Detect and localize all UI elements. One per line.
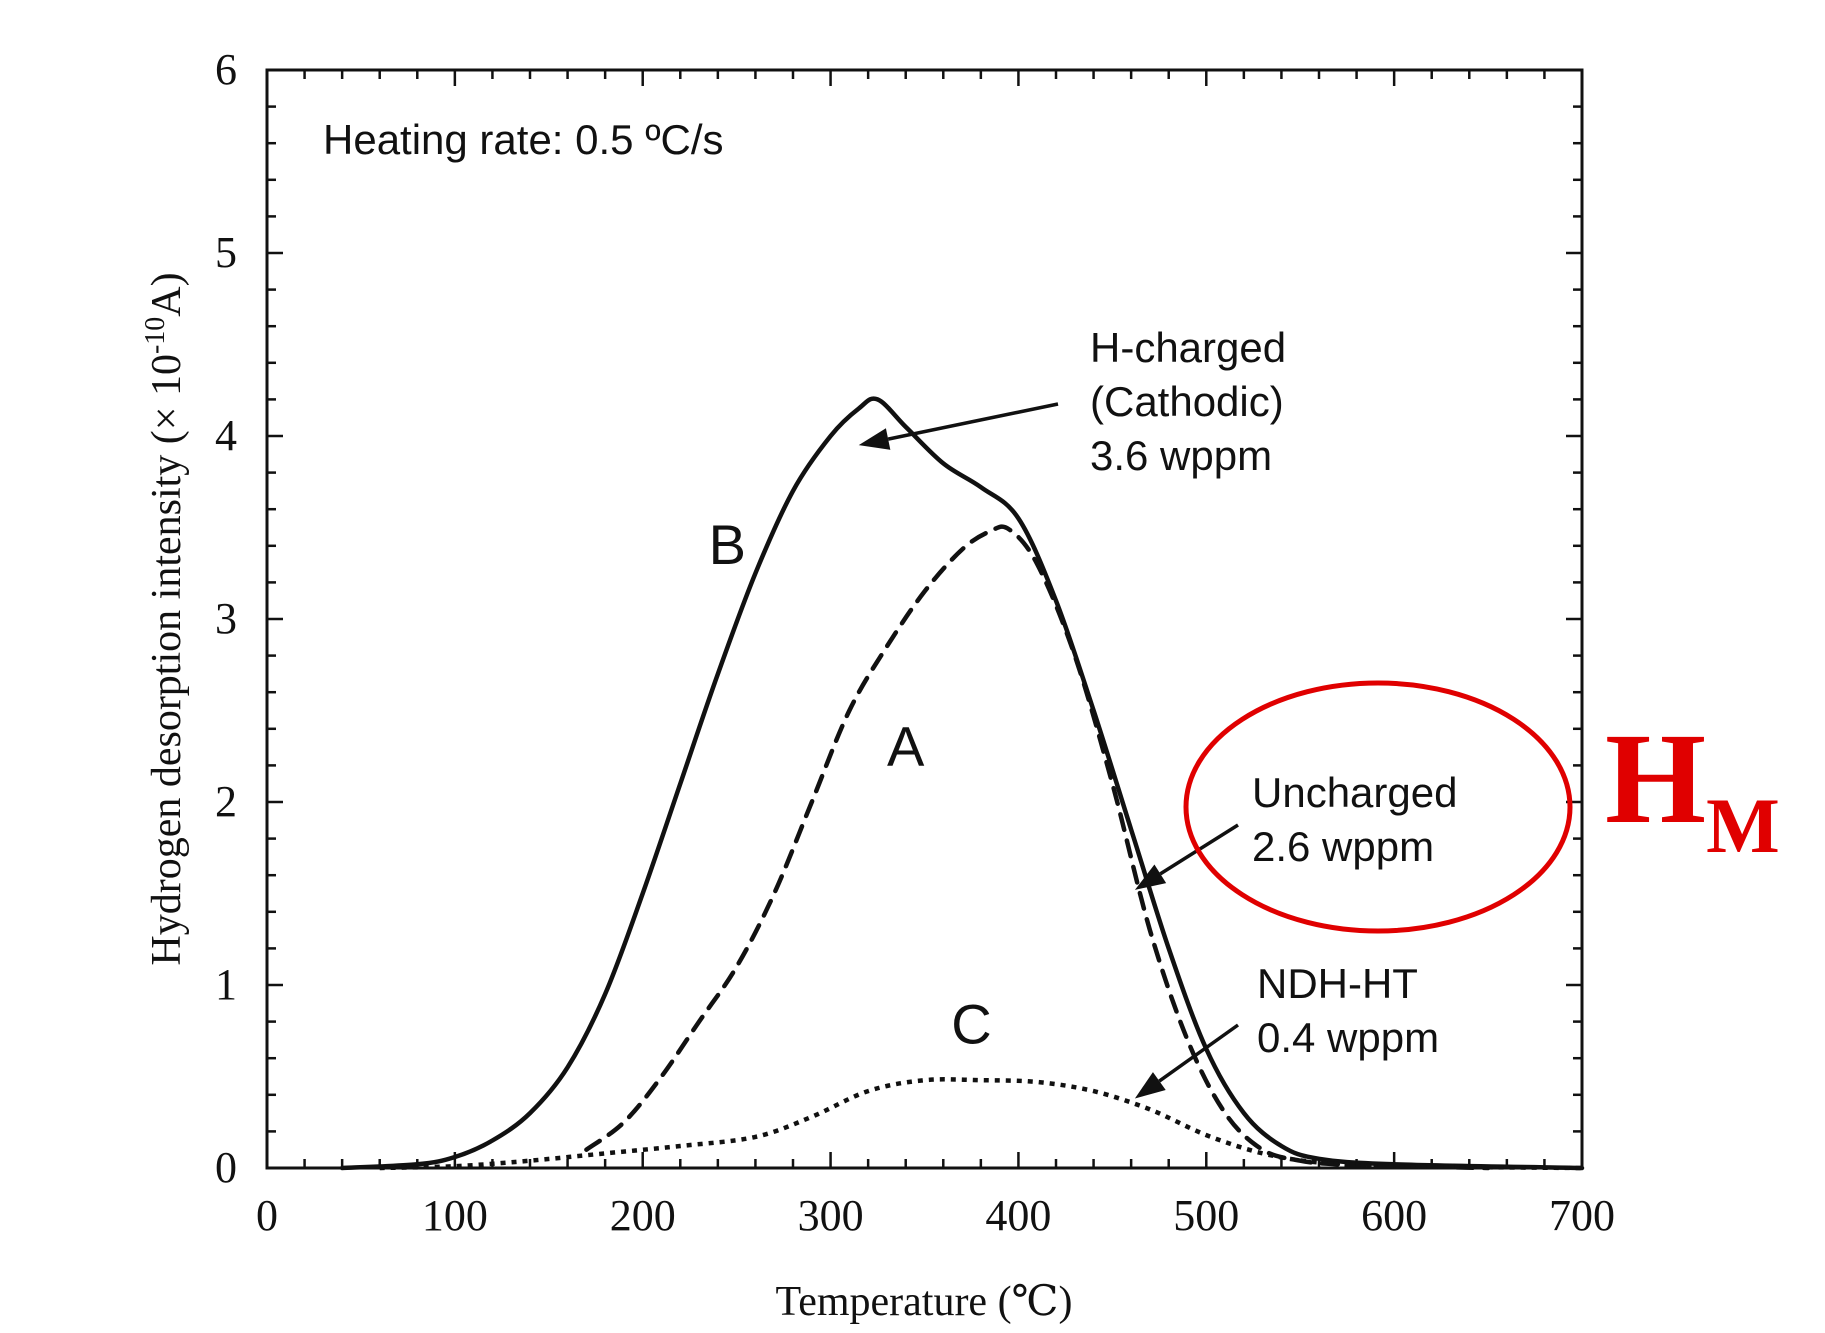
annotation-h-charged: H-charged (Cathodic) 3.6 wppm [1090,324,1286,479]
curve-a [584,524,1491,1171]
x-tick-label-300: 300 [798,1191,864,1240]
highlight-ellipse [1183,680,1573,934]
x-axis-title: Temperature (℃) [775,1279,1072,1325]
annotation-uncharged: Uncharged 2.6 wppm [1252,769,1457,870]
x-tick-label-200: 200 [610,1191,676,1240]
y-tick-label-2: 2 [215,777,237,826]
overlay-label-main: H [1605,707,1706,851]
y-tick-label-5: 5 [215,228,237,277]
y-tick-label-0: 0 [215,1143,237,1192]
x-tick-label-0: 0 [256,1191,278,1240]
curves [339,396,1585,1171]
annotation-h-charged-line-2: (Cathodic) [1090,378,1284,425]
annotation-arrows [858,402,1240,1099]
y-tick-label-3: 3 [215,594,237,643]
y-tick-label-6: 6 [215,45,237,94]
x-tick-label-400: 400 [985,1191,1051,1240]
annotation-ndh-ht: NDH-HT 0.4 wppm [1257,960,1439,1061]
overlay-label-sub: M [1706,782,1780,869]
x-tick-label-700: 700 [1549,1191,1615,1240]
curve-c [379,1077,1583,1171]
annotation-ndh-ht-line-2: 0.4 wppm [1257,1014,1439,1061]
x-tick-label-500: 500 [1173,1191,1239,1240]
x-tick-label-600: 600 [1361,1191,1427,1240]
arrow-ndh-ht [1134,1023,1240,1099]
annotation-ndh-ht-line-1: NDH-HT [1257,960,1418,1007]
annotation-h-charged-line-3: 3.6 wppm [1090,432,1272,479]
y-axis-title-unit: A) [144,272,190,316]
annotation-h-charged-line-1: H-charged [1090,324,1286,371]
overlay-label-hm: HM [1605,707,1780,869]
y-tick-labels: 0 1 2 3 4 5 6 [215,45,237,1192]
curve-label-b: B [709,513,746,576]
curve-label-c: C [951,993,991,1056]
x-tick-label-100: 100 [422,1191,488,1240]
curve-b [339,396,1585,1171]
y-axis-title-exponent: -10 [140,317,171,354]
y-axis-title: Hydrogen desorption intensity (× 10-10A) [140,272,190,965]
curve-label-a: A [887,714,925,777]
y-axis-title-main: Hydrogen desorption intensity (× 10 [144,354,190,966]
x-tick-labels: 0 100 200 300 400 500 600 700 [256,1191,1615,1240]
arrow-h-charged [858,402,1059,450]
annotation-uncharged-line-2: 2.6 wppm [1252,823,1434,870]
y-tick-label-1: 1 [215,960,237,1009]
annotation-heating-rate: Heating rate: 0.5 ºC/s [323,116,724,163]
y-tick-label-4: 4 [215,411,237,460]
annotation-uncharged-line-1: Uncharged [1252,769,1457,816]
